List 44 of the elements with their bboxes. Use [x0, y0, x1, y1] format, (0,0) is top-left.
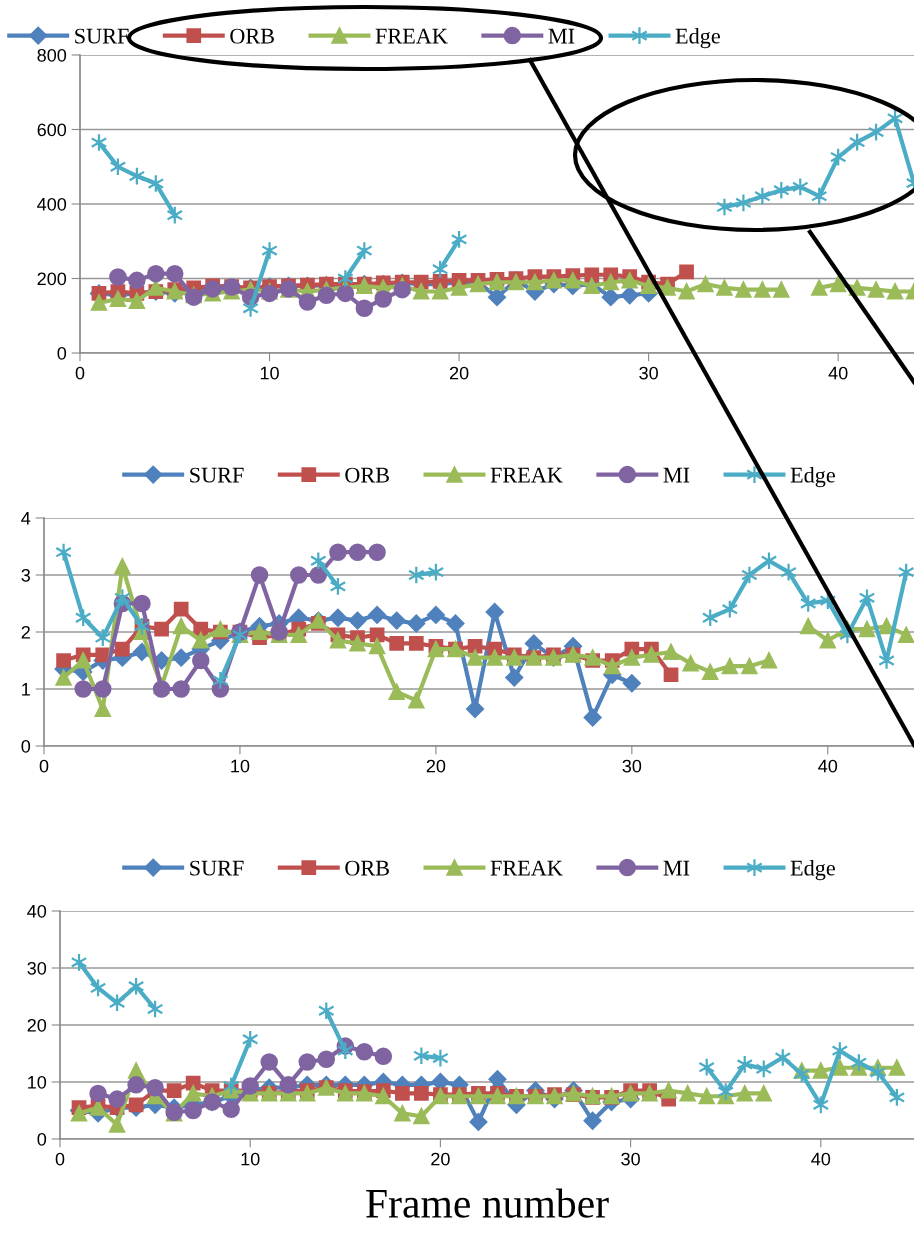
y-tick-label: 3: [21, 568, 31, 582]
y-tick-label: 4: [21, 512, 31, 525]
x-tick-label: 30: [639, 366, 658, 380]
y-tick-label: 2: [21, 625, 30, 639]
x-tick-label: 10: [241, 1152, 260, 1166]
x-tick-label: 30: [621, 1152, 640, 1166]
x-tick-label: 40: [811, 1152, 831, 1166]
x-tick-label: 10: [260, 366, 279, 380]
legend-label: Edge: [790, 859, 835, 881]
legend-label: SURF: [190, 467, 244, 483]
y-tick-label: 0: [21, 739, 31, 753]
y-tick-label: 20: [27, 1018, 47, 1032]
y-tick-label: 800: [37, 48, 67, 62]
legend-label: FREAK: [490, 860, 563, 876]
y-tick-label: 0: [57, 346, 67, 360]
legend-label: ORB: [230, 28, 274, 44]
y-tick-label: 1: [22, 683, 30, 696]
x-tick-label: 20: [431, 1152, 450, 1166]
y-tick-label: 30: [27, 961, 47, 975]
x-tick-label: 20: [449, 366, 469, 380]
y-tick-label: 0: [37, 1132, 47, 1146]
legend-label: Edge: [790, 466, 835, 488]
x-tick-label: 30: [622, 759, 642, 773]
y-tick-label: 400: [37, 197, 67, 211]
y-tick-label: 200: [37, 272, 67, 286]
legend-label: MI: [663, 860, 690, 876]
legend-label: ORB: [345, 467, 389, 483]
legend-label: Edge: [675, 27, 720, 49]
legend-label: SURF: [190, 860, 244, 876]
legend-label: MI: [663, 467, 690, 483]
legend-label: MI: [548, 28, 575, 44]
x-axis-title: Frame number: [366, 1188, 609, 1218]
legend-label: SURF: [75, 28, 129, 44]
x-tick-label: 40: [818, 759, 838, 773]
x-tick-label: 0: [75, 366, 85, 380]
legend-label: ORB: [345, 860, 389, 876]
legend-label: FREAK: [375, 28, 448, 44]
y-tick-label: 40: [27, 904, 47, 918]
y-tick-label: 600: [37, 123, 67, 137]
x-tick-label: 10: [231, 759, 250, 773]
y-tick-label: 10: [28, 1075, 47, 1089]
legend-label: FREAK: [490, 467, 563, 483]
x-tick-label: 40: [828, 366, 848, 380]
x-tick-label: 20: [426, 759, 446, 773]
